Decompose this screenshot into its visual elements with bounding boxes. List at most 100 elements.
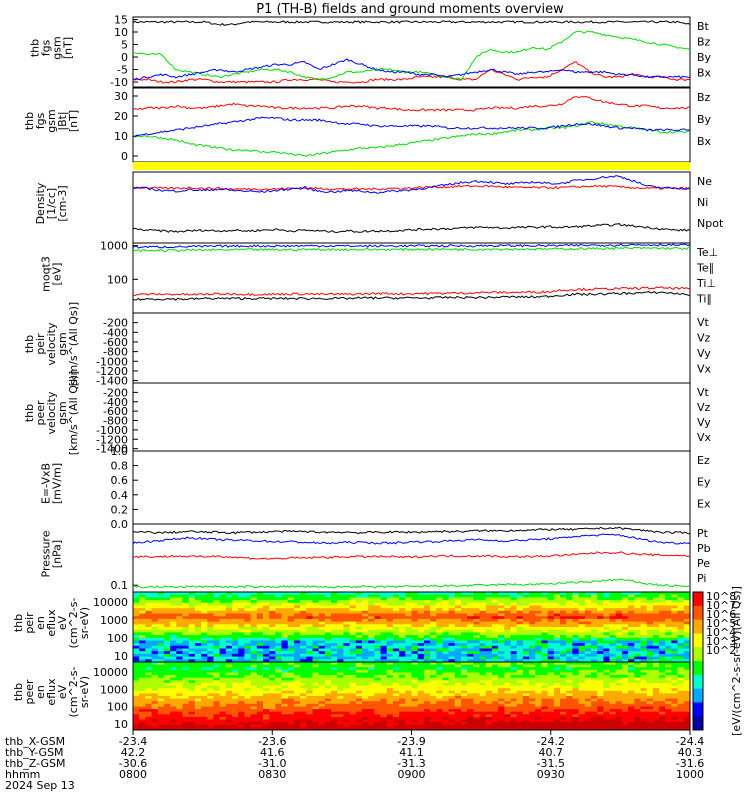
heatmap-cell [392, 632, 400, 636]
heatmap-cell [411, 651, 419, 655]
heatmap-cell [547, 701, 555, 705]
heatmap-cell [163, 675, 171, 679]
heatmap-cell [188, 688, 196, 692]
heatmap-cell [547, 637, 555, 641]
heatmap-cell [677, 682, 685, 686]
heatmap-cell [281, 672, 289, 676]
heatmap-cell [615, 672, 623, 676]
heatmap-cell [479, 608, 487, 612]
heatmap-cell [318, 610, 326, 614]
heatmap-cell [263, 680, 270, 684]
heatmap-cell [473, 685, 480, 689]
heatmap-cell [380, 656, 388, 660]
heatmap-cell [628, 608, 635, 612]
heatmap-cell [417, 608, 425, 612]
heatmap-cell [541, 659, 549, 663]
heatmap-cell [609, 621, 617, 625]
heatmap-cell [578, 632, 586, 636]
heatmap-cell [485, 724, 493, 728]
heatmap-cell [634, 659, 641, 663]
heatmap-cell [194, 688, 202, 692]
heatmap-cell [163, 701, 171, 705]
heatmap-cell [541, 632, 549, 636]
heatmap-cell [609, 685, 617, 689]
heatmap-cell [287, 709, 295, 713]
ytick-fgs_gsm_abs-0: 0 [121, 150, 128, 163]
heatmap-cell [591, 667, 598, 671]
heatmap-cell [275, 640, 282, 644]
heatmap-cell [287, 698, 295, 702]
heatmap-cell [609, 635, 617, 639]
heatmap-cell [281, 592, 289, 596]
heatmap-cell [232, 627, 239, 631]
heatmap-cell [281, 682, 289, 686]
heatmap-cell [405, 629, 412, 633]
heatmap-cell [417, 610, 425, 614]
heatmap-cell [207, 696, 214, 699]
heatmap-cell [665, 682, 672, 686]
heatmap-cell [665, 656, 672, 660]
heatmap-cell [510, 627, 518, 631]
heatmap-cell [634, 637, 641, 641]
heatmap-cell [213, 677, 221, 681]
heatmap-cell [392, 637, 400, 641]
heatmap-cell [250, 616, 258, 620]
heatmap-cell [479, 605, 487, 609]
heatmap-cell [504, 610, 511, 614]
heatmap-cell [157, 637, 165, 641]
ytick-fgs_gsm_abs-20: 20 [114, 110, 128, 123]
heatmap-cell [560, 724, 567, 728]
heatmap-cell [417, 621, 425, 625]
heatmap-cell [182, 711, 190, 715]
heatmap-cell [504, 672, 511, 676]
heatmap-cell [683, 680, 691, 684]
heatmap-cell [572, 648, 579, 652]
heatmap-cell [417, 600, 425, 604]
heatmap-cell [250, 719, 258, 723]
heatmap-cell [324, 629, 332, 633]
heatmap-cell [176, 645, 183, 649]
heatmap-cell [225, 632, 233, 636]
heatmap-cell [436, 648, 443, 652]
heatmap-cell [553, 672, 561, 676]
heatmap-cell [188, 653, 196, 657]
heatmap-cell [652, 618, 660, 622]
heatmap-cell [436, 656, 443, 660]
heatmap-cell [293, 677, 301, 681]
heatmap-cell [504, 685, 511, 689]
heatmap-cell [188, 690, 196, 694]
heatmap-cell [151, 703, 159, 707]
heatmap-cell [399, 643, 406, 647]
heatmap-cell [628, 693, 635, 697]
heatmap-cell [436, 643, 443, 647]
heatmap-cell [448, 698, 456, 702]
heatmap-cell [300, 716, 307, 720]
heatmap-cell [145, 643, 152, 647]
heatmap-cell [145, 675, 152, 679]
heatmap-cell [300, 669, 307, 673]
heatmap-cell [362, 594, 369, 598]
heatmap-cell [213, 608, 221, 612]
heatmap-cell [362, 719, 369, 723]
heatmap-cell [399, 709, 406, 713]
heatmap-cell [355, 709, 363, 713]
heatmap-cell [683, 616, 691, 620]
panel-frame-fgs_gsm [132, 16, 691, 88]
heatmap-cell [349, 600, 357, 604]
heatmap-cell [665, 727, 672, 731]
heatmap-cell [244, 624, 251, 628]
heatmap-cell [300, 722, 307, 726]
heatmap-cell [306, 621, 313, 625]
heatmap-cell [225, 635, 233, 639]
heatmap-cell [312, 632, 320, 636]
heatmap-cell [560, 709, 567, 713]
heatmap-cell [448, 693, 456, 697]
heatmap-cell [510, 685, 518, 689]
heatmap-cell [553, 656, 561, 660]
heatmap-cell [566, 597, 573, 601]
heatmap-cell [547, 724, 555, 728]
heatmap-cell [225, 698, 233, 702]
heatmap-cell [640, 600, 648, 604]
heatmap-cell [293, 594, 301, 598]
heatmap-cell [492, 709, 499, 713]
